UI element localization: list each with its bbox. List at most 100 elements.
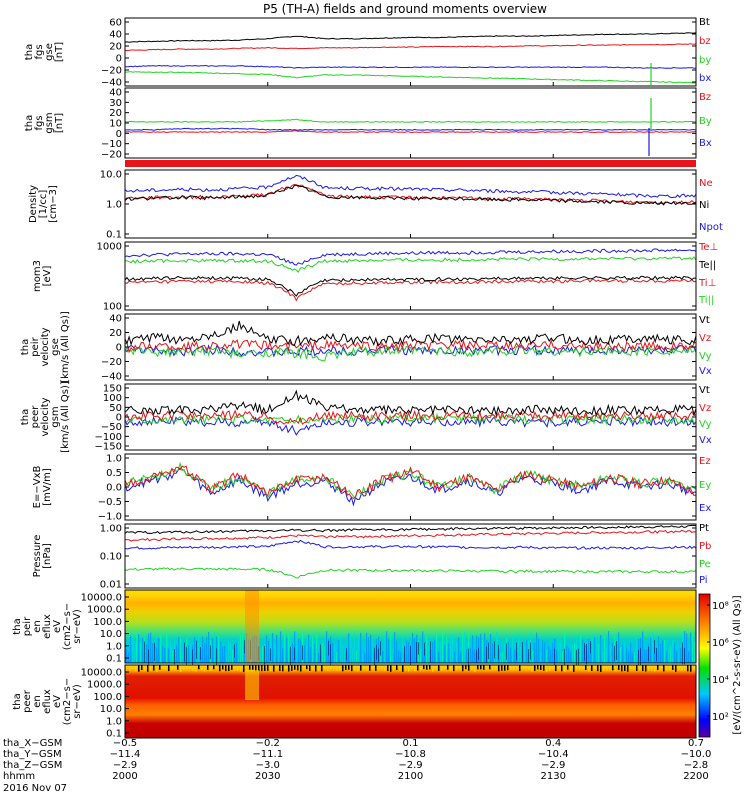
electron-top-mark bbox=[132, 665, 134, 670]
colorbar-title: [eV/(cm^2-s-sr-eV) (All Qs)] bbox=[732, 595, 743, 734]
y-axis-label-line: [nT] bbox=[54, 113, 65, 133]
y-tick-label: 10000.0 bbox=[81, 668, 122, 679]
electron-top-mark bbox=[399, 665, 401, 672]
ion-streak bbox=[300, 640, 302, 663]
electron-top-mark bbox=[366, 665, 368, 671]
ion-streak bbox=[156, 647, 158, 663]
y-axis-label-line: gse bbox=[44, 43, 55, 61]
electron-top-mark bbox=[351, 665, 353, 672]
electron-top-mark bbox=[510, 665, 512, 670]
electron-top-mark bbox=[480, 665, 482, 670]
ion-streak bbox=[458, 636, 460, 663]
y-tick-label: 20 bbox=[109, 108, 122, 119]
ion-streak bbox=[690, 632, 692, 663]
electron-top-mark bbox=[636, 665, 638, 671]
electron-top-mark bbox=[288, 665, 290, 672]
ion-streak bbox=[440, 641, 442, 663]
electron-top-mark bbox=[354, 665, 356, 671]
ion-streak bbox=[146, 644, 148, 663]
electron-top-mark bbox=[264, 665, 266, 671]
legend-entry: Bz bbox=[699, 92, 711, 103]
series-Pt-pressure bbox=[124, 524, 697, 535]
electron-top-mark bbox=[528, 665, 530, 670]
electron-top-mark bbox=[657, 665, 659, 670]
y-tick-label: −100 bbox=[95, 432, 122, 443]
x-axis-row-label: tha_Z−GSM bbox=[3, 760, 62, 771]
electron-top-mark bbox=[273, 665, 275, 672]
ion-streak bbox=[670, 645, 672, 663]
y-tick-label: 10000.0 bbox=[81, 593, 122, 604]
electron-top-mark bbox=[231, 665, 233, 670]
electron-top-mark bbox=[174, 665, 176, 670]
series-Vt-velocity-gse bbox=[124, 320, 697, 347]
ion-streak bbox=[242, 632, 244, 663]
legend-entry: Te|| bbox=[698, 260, 716, 271]
ion-streak bbox=[652, 631, 654, 663]
ion-streak bbox=[448, 643, 450, 663]
ion-streak bbox=[482, 639, 484, 663]
ion-streak-dark bbox=[590, 640, 591, 654]
y-tick-label: 0 bbox=[116, 54, 122, 65]
electron-top-mark bbox=[336, 665, 338, 671]
ion-streak bbox=[126, 649, 128, 663]
ion-streak bbox=[232, 649, 234, 663]
legend-entry: bz bbox=[699, 36, 711, 47]
y-tick-label: −50 bbox=[101, 422, 122, 433]
electron-top-mark bbox=[471, 665, 473, 671]
ion-streak bbox=[426, 636, 428, 663]
x-tick-label-y: −11.1 bbox=[252, 749, 283, 760]
ion-streak bbox=[592, 636, 594, 663]
x-tick-label-x: 0.7 bbox=[688, 738, 704, 749]
legend-entry: Bx bbox=[699, 138, 712, 149]
y-axis-label-line: tha bbox=[24, 115, 35, 131]
ion-streak-dark bbox=[192, 649, 193, 671]
ion-streak bbox=[388, 639, 390, 663]
ion-streak bbox=[262, 645, 264, 663]
electron-top-mark bbox=[549, 665, 551, 671]
x-tick-label-x: −0.2 bbox=[256, 738, 280, 749]
electron-top-mark bbox=[402, 665, 404, 672]
ion-streak bbox=[572, 644, 574, 663]
y-axis-label-line: eV bbox=[52, 695, 63, 708]
electron-top-mark bbox=[459, 665, 461, 670]
ion-streak bbox=[622, 645, 624, 663]
electron-top-mark bbox=[477, 665, 479, 670]
ion-streak bbox=[466, 649, 468, 663]
ion-streak-dark bbox=[478, 647, 479, 661]
ion-streak-dark bbox=[186, 647, 187, 669]
legend-entry: Vz bbox=[699, 403, 711, 414]
y-axis-label-line: tha bbox=[20, 409, 31, 425]
y-tick-label: −10 bbox=[101, 139, 122, 150]
electron-top-mark bbox=[300, 665, 302, 672]
y-axis-label: thapeervelocitygsm[km/s (All Qs)] bbox=[20, 381, 71, 453]
ion-streak bbox=[668, 648, 670, 663]
electron-top-mark bbox=[690, 665, 692, 672]
ion-streak-dark bbox=[486, 646, 487, 664]
y-axis-label-line: en bbox=[32, 620, 43, 633]
electron-top-mark bbox=[324, 665, 326, 670]
y-tick-label: 20 bbox=[109, 328, 122, 339]
electron-top-mark bbox=[318, 665, 320, 671]
ion-streak bbox=[414, 638, 416, 663]
electron-top-mark bbox=[648, 665, 650, 671]
ion-streak bbox=[160, 633, 162, 663]
ion-streak-dark bbox=[682, 642, 683, 665]
y-tick-label: 40 bbox=[109, 88, 122, 99]
electron-top-mark bbox=[642, 665, 644, 672]
ion-streak-dark bbox=[216, 648, 217, 666]
series-Vx-velocity-gsm bbox=[124, 415, 697, 436]
x-tick-label-z: −2.9 bbox=[541, 760, 565, 771]
ion-streak-dark bbox=[416, 642, 417, 663]
electron-top-mark bbox=[348, 665, 350, 670]
x-tick-label-t: 2000 bbox=[112, 771, 137, 782]
ion-streak bbox=[336, 651, 338, 663]
electron-top-mark bbox=[651, 665, 653, 671]
ion-streak bbox=[206, 637, 208, 663]
y-tick-label: 10.0 bbox=[100, 704, 122, 715]
y-axis-label-line: sr−eV) bbox=[72, 684, 83, 719]
electron-top-mark bbox=[156, 665, 158, 672]
ion-streak bbox=[568, 648, 570, 663]
ion-streak bbox=[556, 650, 558, 663]
